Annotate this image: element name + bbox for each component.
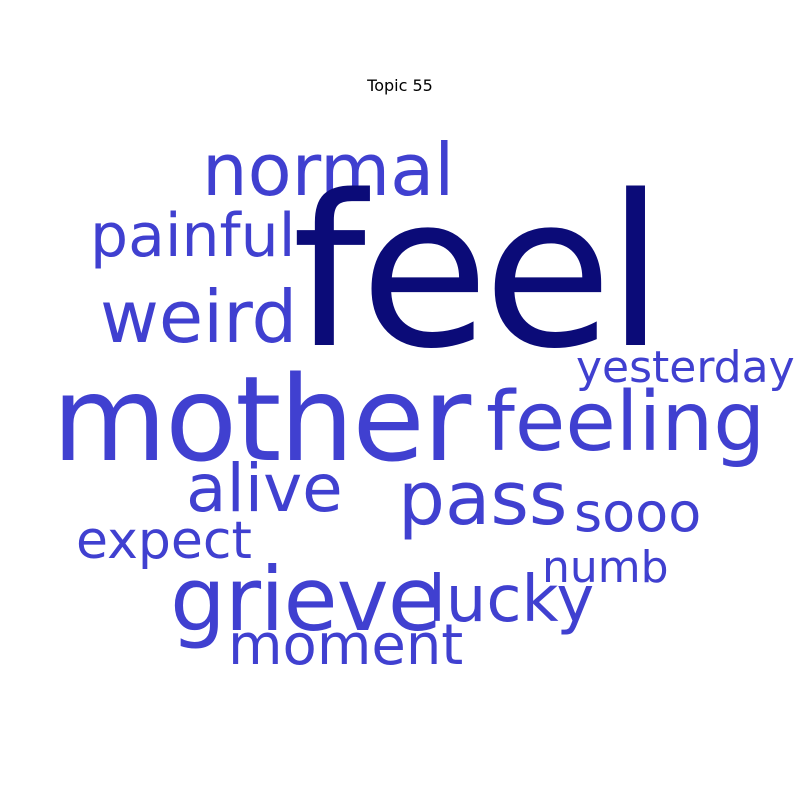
- word-feeling: feeling: [486, 375, 766, 470]
- word-alive: alive: [186, 450, 343, 527]
- word-feel: feel: [292, 150, 665, 395]
- word-painful: painful: [90, 201, 296, 271]
- word-weird: weird: [100, 275, 298, 359]
- word-normal: normal: [202, 128, 455, 212]
- word-expect: expect: [76, 511, 252, 571]
- word-lucky: lucky: [428, 563, 595, 637]
- word-yesterday: yesterday: [576, 342, 795, 393]
- chart-title: Topic 55: [367, 76, 433, 95]
- word-grieve: grieve: [170, 548, 442, 651]
- word-numb: numb: [542, 542, 669, 593]
- word-mother: mother: [52, 350, 471, 488]
- word-moment: moment: [228, 613, 464, 678]
- word-sooo: sooo: [574, 481, 702, 544]
- word-pass: pass: [398, 456, 568, 542]
